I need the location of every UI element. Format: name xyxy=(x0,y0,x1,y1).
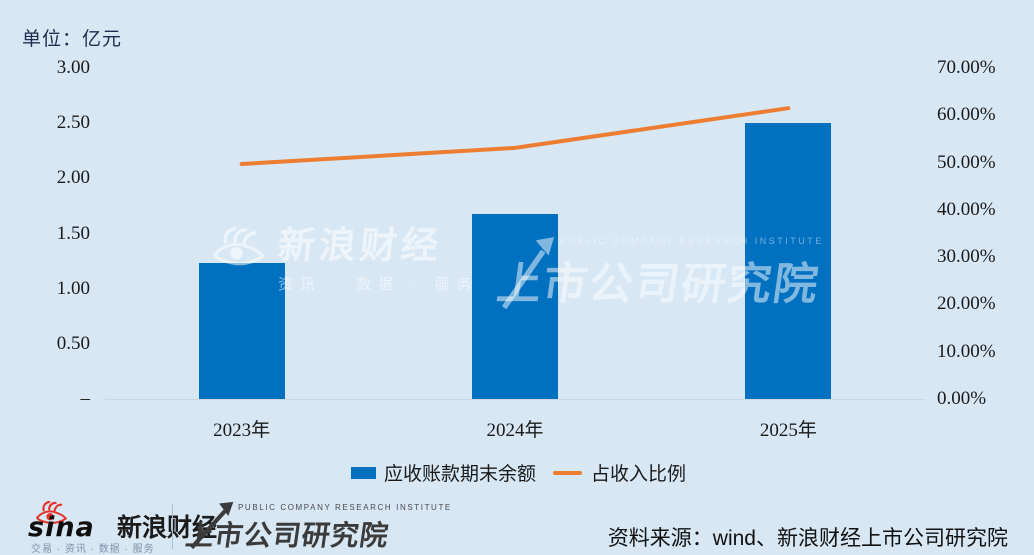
sina-tagline: 交易 · 资讯 · 数据 · 服务 xyxy=(31,544,155,555)
pcri-title: 上市公司研究院 xyxy=(183,520,391,551)
left-axis-tick-label: 0.50 xyxy=(56,332,90,354)
pcri-subtitle: PUBLIC COMPANY RESEARCH INSTITUTE xyxy=(238,503,452,512)
data-source-text: 资料来源：wind、新浪财经上市公司研究院 xyxy=(607,527,1008,550)
right-axis-tick-label: 60.00% xyxy=(937,104,996,126)
left-axis-tick-label: 1.50 xyxy=(56,222,90,244)
sina-finance-logo: sina 新浪财经 交易 · 资讯 · 数据 · 服务 xyxy=(28,500,217,555)
legend-bar-label: 应收账款期末余额 xyxy=(384,464,537,485)
right-axis-tick-label: 20.00% xyxy=(937,293,996,315)
footer-divider xyxy=(172,504,173,549)
right-axis-tick-label: 0.00% xyxy=(937,388,987,409)
left-axis-tick-label: 2.00 xyxy=(56,167,90,189)
x-axis-line xyxy=(105,399,925,400)
bar-2025年 xyxy=(745,123,832,399)
bar-2023年 xyxy=(198,263,285,399)
legend: 应收账款期末余额 占收入比例 xyxy=(351,459,686,486)
right-axis-tick-label: 40.00% xyxy=(937,198,996,220)
sina-eye-icon xyxy=(34,500,68,530)
arrow-up-icon xyxy=(184,501,236,555)
left-axis-tick-label: – xyxy=(80,388,91,409)
ratio-line-series xyxy=(239,106,791,166)
x-axis-label: 2024年 xyxy=(486,420,544,441)
right-axis-tick-label: 30.00% xyxy=(937,246,996,268)
left-axis-tick-label: 2.50 xyxy=(56,112,90,134)
legend-bar-swatch xyxy=(351,466,376,479)
axis-unit-label: 单位：亿元 xyxy=(22,29,123,50)
left-axis-tick-label: 1.00 xyxy=(56,277,90,299)
sina-wordmark: sina xyxy=(28,512,95,543)
pcri-logo: PUBLIC COMPANY RESEARCH INSTITUTE 上市公司研究… xyxy=(183,501,452,555)
right-axis-tick-label: 70.00% xyxy=(937,57,996,78)
left-axis-tick-label: 3.00 xyxy=(56,57,90,78)
x-axis-label: 2025年 xyxy=(759,420,817,441)
right-axis-tick-label: 50.00% xyxy=(937,151,996,173)
legend-line-swatch xyxy=(553,470,583,475)
right-axis-tick-label: 10.00% xyxy=(937,340,996,362)
x-axis-label: 2023年 xyxy=(213,420,271,441)
legend-line-label: 占收入比例 xyxy=(591,464,687,485)
